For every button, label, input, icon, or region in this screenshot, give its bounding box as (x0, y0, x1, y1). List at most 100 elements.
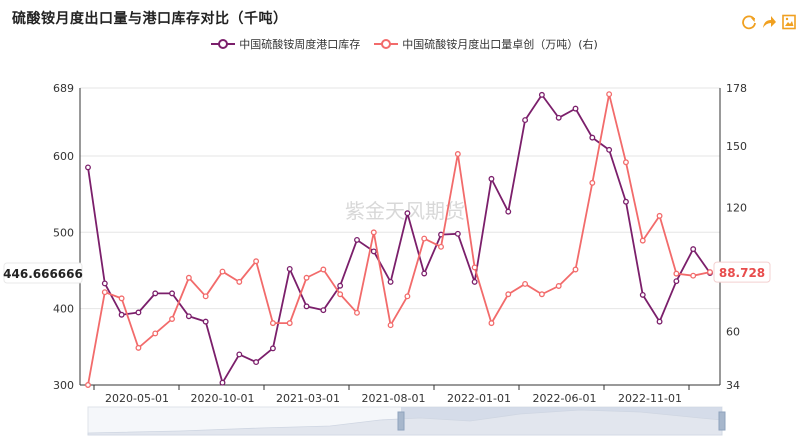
data-point-series1[interactable] (337, 282, 344, 289)
data-point-series1[interactable] (85, 164, 91, 171)
data-point-series1[interactable] (135, 309, 142, 316)
data-point-series1[interactable] (471, 278, 478, 285)
data-point-series2[interactable] (454, 151, 461, 157)
data-point-series1[interactable] (572, 105, 579, 112)
data-point-series2[interactable] (471, 264, 478, 271)
y-right-tick-label: 178 (726, 82, 747, 95)
legend-item-series1[interactable]: 中国硫酸铵周度港口库存 (211, 36, 360, 52)
data-point-series1[interactable] (622, 198, 629, 205)
x-tick-label: 2020-10-01 (191, 392, 255, 405)
data-zoom-handle-left[interactable] (397, 411, 405, 431)
y-left-tick-label: 400 (53, 303, 74, 316)
data-point-series2[interactable] (219, 268, 226, 275)
legend-label-series2: 中国硫酸铵月度出口量卓创（万吨）(右) (402, 38, 598, 51)
data-point-series1[interactable] (404, 210, 411, 217)
data-point-series1[interactable] (286, 265, 293, 272)
data-point-series2[interactable] (135, 344, 142, 351)
right-end-label-text: 88.728 (719, 266, 765, 280)
data-point-series1[interactable] (253, 359, 260, 366)
data-point-series2[interactable] (572, 266, 579, 273)
left-end-label-box (3, 262, 83, 284)
data-point-series1[interactable] (236, 351, 243, 358)
x-tick-label: 2021-03-01 (276, 392, 340, 405)
save-image-icon[interactable] (781, 14, 797, 30)
data-point-series2[interactable] (690, 272, 697, 279)
data-point-series2[interactable] (253, 258, 260, 265)
data-zoom-handle-right[interactable] (718, 411, 726, 431)
data-point-series1[interactable] (488, 175, 495, 182)
data-point-series2[interactable] (101, 289, 108, 296)
data-point-series1[interactable] (202, 318, 209, 325)
data-point-series1[interactable] (690, 246, 697, 253)
data-point-series1[interactable] (219, 379, 226, 386)
data-point-series2[interactable] (538, 291, 545, 298)
data-point-series1[interactable] (421, 270, 428, 277)
data-point-series2[interactable] (152, 330, 159, 337)
data-point-series2[interactable] (269, 320, 276, 327)
legend-item-series2[interactable]: 中国硫酸铵月度出口量卓创（万吨）(右) (374, 36, 598, 52)
data-point-series1[interactable] (101, 280, 108, 287)
data-point-series2[interactable] (85, 382, 91, 388)
data-point-series2[interactable] (303, 274, 310, 281)
data-point-series2[interactable] (202, 293, 209, 300)
data-point-series2[interactable] (505, 291, 512, 298)
data-point-series2[interactable] (387, 322, 394, 329)
data-point-series1[interactable] (505, 208, 512, 215)
data-point-series2[interactable] (606, 91, 613, 98)
data-point-series1[interactable] (639, 291, 646, 298)
data-point-series2[interactable] (118, 295, 125, 302)
data-point-series1[interactable] (454, 230, 461, 237)
data-point-series1[interactable] (555, 114, 562, 121)
share-icon[interactable] (761, 14, 777, 30)
data-point-series2[interactable] (555, 283, 562, 289)
x-tick-label: 2021-08-01 (362, 392, 426, 405)
data-point-series1[interactable] (185, 313, 192, 320)
data-point-series1[interactable] (538, 91, 545, 98)
data-point-series2[interactable] (656, 212, 663, 219)
data-point-series2[interactable] (169, 316, 176, 322)
data-point-series1[interactable] (303, 303, 310, 310)
y-right-tick-label: 150 (726, 140, 747, 153)
data-point-series2[interactable] (337, 291, 344, 298)
data-point-series2[interactable] (438, 243, 444, 250)
data-point-series2[interactable] (488, 320, 495, 327)
data-point-series1[interactable] (606, 146, 613, 153)
data-point-series1[interactable] (387, 278, 394, 285)
data-point-series2[interactable] (673, 270, 680, 277)
data-zoom-slider[interactable] (87, 406, 726, 436)
data-point-series2[interactable] (707, 269, 713, 276)
data-point-series2[interactable] (522, 280, 529, 287)
data-point-series2[interactable] (236, 278, 243, 285)
legend-swatch-series1 (211, 39, 236, 49)
data-point-series1[interactable] (370, 248, 377, 255)
data-point-series1[interactable] (118, 311, 125, 318)
data-point-series2[interactable] (622, 159, 629, 166)
data-point-series1[interactable] (320, 307, 327, 314)
data-point-series2[interactable] (320, 266, 327, 273)
data-point-series2[interactable] (404, 293, 411, 300)
data-point-series1[interactable] (656, 318, 663, 325)
data-point-series1[interactable] (673, 278, 680, 285)
data-point-series2[interactable] (589, 179, 596, 186)
data-point-series1[interactable] (152, 290, 159, 297)
left-end-label-text: 446.666666 (3, 267, 83, 281)
data-point-series1[interactable] (269, 345, 276, 352)
refresh-icon[interactable] (741, 14, 757, 30)
x-tick-label: 2022-01-01 (447, 392, 511, 405)
data-point-series2[interactable] (639, 237, 646, 244)
series-line-2 (87, 93, 711, 386)
x-tick-label: 2022-06-01 (533, 392, 597, 405)
data-point-series2[interactable] (354, 309, 360, 316)
data-point-series2[interactable] (286, 320, 293, 327)
data-point-series2[interactable] (421, 235, 428, 242)
y-left-tick-label: 689 (53, 82, 74, 95)
data-point-series1[interactable] (169, 290, 176, 297)
data-point-series1[interactable] (522, 117, 529, 124)
series-line-1 (87, 93, 711, 384)
x-tick-label: 2020-05-01 (105, 392, 169, 405)
grid-layer (80, 87, 720, 386)
data-point-series1[interactable] (354, 236, 360, 243)
data-point-series2[interactable] (370, 229, 377, 236)
data-point-series1[interactable] (589, 134, 596, 141)
data-point-series2[interactable] (185, 274, 192, 281)
